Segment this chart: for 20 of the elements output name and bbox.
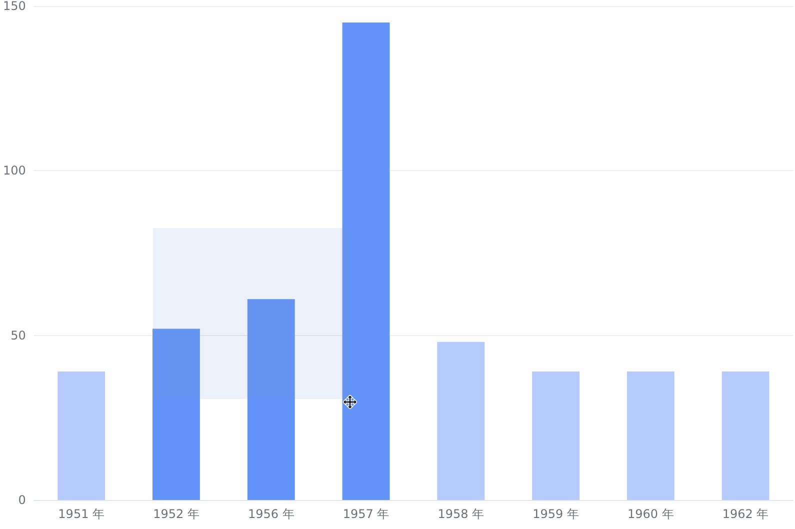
y-tick-label: 0 [18,493,26,507]
x-tick-label: 1960 年 [627,507,674,521]
x-tick-label: 1951 年 [58,507,105,521]
bar [437,342,485,500]
bar [342,22,390,500]
x-tick-label: 1957 年 [342,507,390,521]
x-tick-label: 1962 年 [722,507,769,521]
x-tick-label: 1952 年 [153,507,200,521]
y-tick-label: 50 [10,328,26,342]
bar [58,372,106,500]
x-tick-label: 1958 年 [438,507,484,521]
bar [626,372,674,500]
y-tick-label: 100 [3,164,26,178]
y-tick-label: 150 [3,0,26,13]
x-tick-label: 1959 年 [532,507,579,521]
bar [722,372,770,500]
bar [532,372,580,500]
x-tick-label: 1956 年 [248,507,294,521]
bar [152,328,200,500]
bar [247,299,295,500]
